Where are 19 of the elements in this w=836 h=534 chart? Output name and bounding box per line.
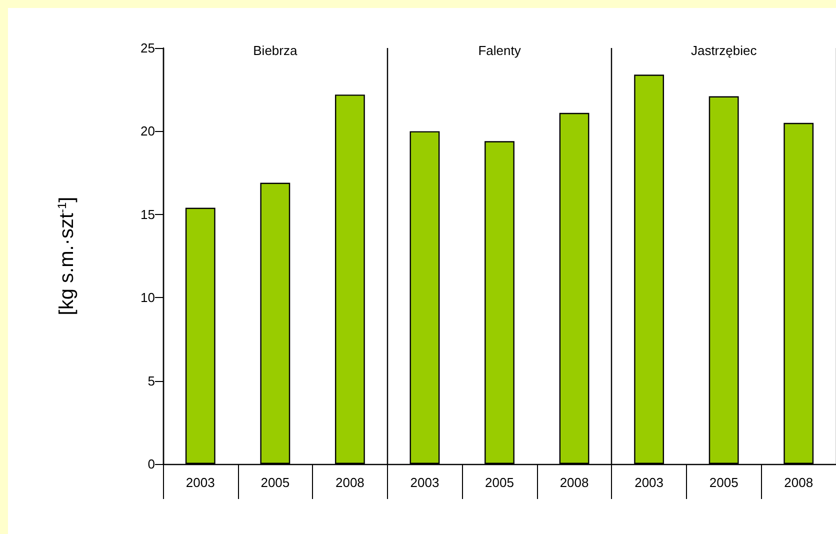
y-tick-label: 20: [140, 124, 155, 139]
y-tick-label: 0: [148, 456, 155, 472]
annotation: Jastrzębiec: [690, 43, 758, 58]
x-tick-label: 2003: [410, 475, 440, 490]
y-tick-label: 10: [140, 290, 155, 306]
x-tick-label: 2008: [560, 475, 589, 490]
y-tick-label: 25: [140, 40, 155, 56]
annotation: Falenty: [478, 43, 522, 58]
x-tick-label: 2003: [186, 475, 215, 490]
x-tick-label: 2005: [485, 475, 514, 490]
x-tick-label: 2008: [784, 475, 814, 490]
x-tick-label: 2005: [709, 475, 738, 490]
x-tick-label: 2008: [335, 475, 364, 490]
x-tick-label: 2003: [634, 475, 664, 490]
y-tick-label: 5: [148, 373, 155, 388]
x-tick-label: 2005: [260, 475, 290, 490]
annotation: Biebrza: [253, 43, 298, 58]
y-tick-label: 15: [140, 206, 155, 222]
y-axis-title: [kg s.m.·szt-1]: [55, 196, 78, 316]
